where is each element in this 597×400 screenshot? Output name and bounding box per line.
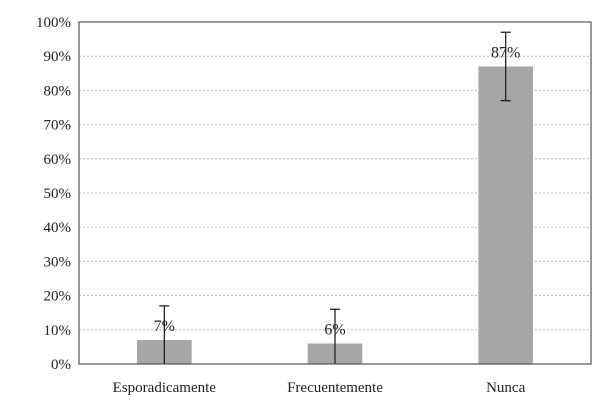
data-labels: 7% 6% 87% [154,44,521,338]
bars [137,66,533,365]
plot-area-frame [78,21,592,365]
y-tick-label: 60% [44,152,72,168]
y-tick-label: 70% [44,118,72,134]
y-tick-label: 0% [51,357,71,373]
error-bar-nunca [500,31,511,102]
error-bar-frecuentemente [330,308,340,364]
category-label-frecuentemente: Frecuentemente [287,380,383,396]
y-tick-label: 90% [44,49,72,65]
y-axis-ticks: 0% 10% 20% 30% 40% 50% 60% 70% 80% 90% 100% [36,15,71,373]
data-label-esporadicamente: 7% [154,318,175,335]
data-label-frecuentemente: 6% [324,321,345,338]
y-tick-label: 20% [44,289,72,305]
y-tick-label: 100% [36,15,71,31]
y-tick-label: 10% [44,323,72,339]
y-tick-label: 30% [44,254,72,270]
category-label-esporadicamente: Esporadicamente [113,380,217,396]
category-label-nunca: Nunca [486,380,525,396]
y-tick-label: 50% [44,186,72,202]
grid-lines [79,55,591,331]
error-bar-esporadicamente [159,305,170,364]
x-axis-categories: Esporadicamente Frecuentemente Nunca [113,380,526,396]
error-bars [159,31,511,364]
bar-nunca [478,66,533,365]
y-tick-label: 40% [44,220,72,236]
data-label-nunca: 87% [491,44,520,61]
y-tick-label: 80% [44,83,72,99]
